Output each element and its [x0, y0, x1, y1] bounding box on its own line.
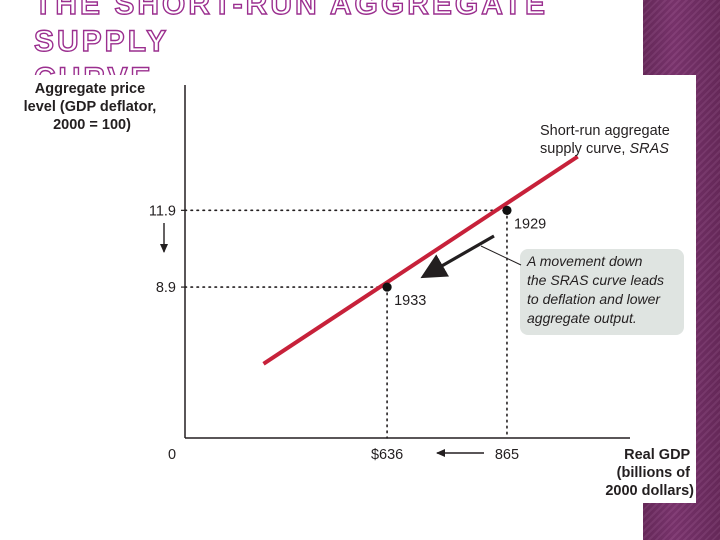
x-axis-label-line-1: Real GDP: [624, 447, 690, 463]
y-tick-label-0: 11.9: [149, 203, 176, 219]
data-point-1933: [382, 282, 392, 292]
dotted-guides: [181, 209, 508, 439]
annotation-line-3: to deflation and lower: [527, 291, 661, 307]
x-tick-label-1: 865: [495, 447, 519, 463]
annotation-box: [520, 249, 684, 335]
sras-chart: Aggregate price level (GDP deflator, 200…: [24, 81, 695, 499]
data-point-label-1929: 1929: [514, 216, 546, 232]
annotation-text: A movement down the SRAS curve leads to …: [526, 253, 668, 326]
y-axis-label-line-1: Aggregate price: [35, 81, 145, 97]
y-axis-label-line-3: 2000 = 100): [53, 117, 131, 133]
y-axis-label: Aggregate price level (GDP deflator, 200…: [24, 81, 161, 133]
y-axis-label-line-2: level (GDP deflator,: [24, 99, 157, 115]
x-axis-label-line-2: (billions of: [617, 465, 690, 481]
annotation-line-2: the SRAS curve leads: [527, 272, 664, 288]
x-tick-label-0: $636: [371, 447, 403, 463]
data-point-label-1933: 1933: [394, 293, 426, 309]
sras-curve-label-line-1: Short-run aggregate: [540, 123, 670, 139]
tick-labels: 11.9 8.9 $636 865: [149, 203, 519, 463]
slide-title-line-1: The Short-Run Aggregate Supply: [33, 0, 549, 59]
origin-label: 0: [168, 447, 176, 463]
x-axis-label: Real GDP (billions of 2000 dollars): [605, 447, 694, 499]
sras-curve-label-italic: SRAS: [629, 141, 669, 157]
annotation-line-1: A movement down: [526, 253, 643, 269]
x-axis-label-line-3: 2000 dollars): [605, 483, 694, 499]
movement-arrow: [420, 234, 495, 279]
annotation-leader: [480, 245, 522, 266]
chart-panel: Aggregate price level (GDP deflator, 200…: [0, 75, 696, 503]
data-point-1929: [502, 205, 512, 215]
y-tick-label-1: 8.9: [156, 280, 176, 296]
annotation-line-4: aggregate output.: [527, 310, 637, 326]
data-points: 1929 1933: [382, 205, 546, 309]
sras-curve-label-line-2: supply curve,: [540, 141, 629, 157]
sras-curve-label: Short-run aggregate supply curve, SRAS: [540, 123, 674, 157]
